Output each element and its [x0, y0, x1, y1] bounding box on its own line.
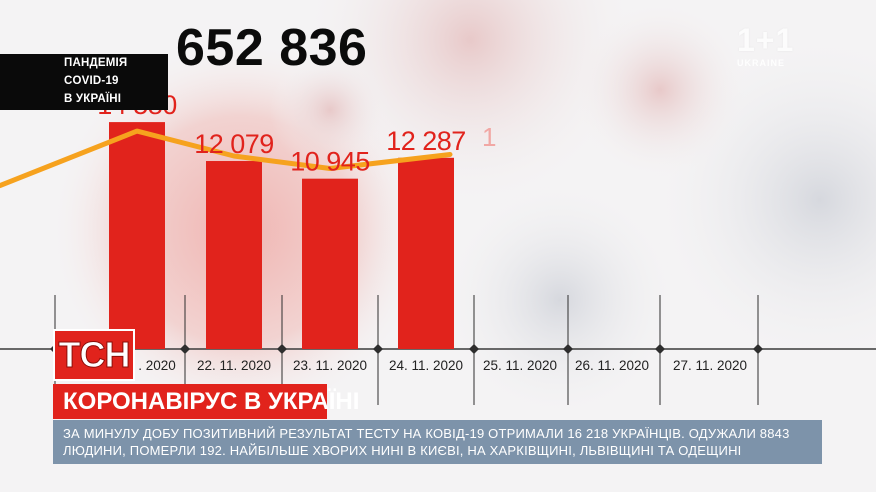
channel-watermark-logo: 1+1 [737, 22, 795, 58]
tsn-logo-text: ТСН [58, 334, 131, 375]
axis-diamond-3 [277, 344, 287, 354]
bar-1 [109, 122, 165, 349]
axis-diamond-5 [469, 344, 479, 354]
bar-2 [206, 161, 262, 349]
pandemic-tag: ПАНДЕМІЯ COVID-19 В УКРАЇНІ [0, 54, 168, 110]
bar-4 [398, 157, 454, 349]
tag-line-1: ПАНДЕМІЯ [64, 57, 128, 69]
tag-line-2: COVID-19 [64, 75, 119, 87]
axis-diamond-4 [373, 344, 383, 354]
tag-line-3: В УКРАЇНІ [64, 93, 122, 105]
ticker-text: ЗА МИНУЛУ ДОБУ ПОЗИТИВНИЙ РЕЗУЛЬТАТ ТЕСТ… [63, 426, 790, 458]
x-tick-label-2: 22. 11. 2020 [197, 358, 271, 373]
axis-diamond-7 [655, 344, 665, 354]
bar-3 [302, 178, 358, 349]
axis-diamond-6 [563, 344, 573, 354]
x-tick-label-5: 25. 11. 2020 [483, 358, 557, 373]
headline-banner: КОРОНАВІРУС В УКРАЇНІ [53, 384, 359, 419]
x-tick-label-3: 23. 11. 2020 [293, 358, 367, 373]
channel-watermark-sub: UKRAINE [737, 58, 786, 68]
total-cases-number: 652 836 [176, 19, 368, 77]
x-tick-label-7: 27. 11. 2020 [673, 358, 747, 373]
value-label-3: 10 945 [290, 147, 370, 177]
headline-text: КОРОНАВІРУС В УКРАЇНІ [63, 388, 360, 415]
partial-value-label: 1 [482, 122, 496, 152]
axis-diamond-8 [753, 344, 763, 354]
tsn-logo: ТСН [53, 329, 135, 381]
x-tick-label-6: 26. 11. 2020 [575, 358, 649, 373]
axis-diamond-2 [180, 344, 190, 354]
value-label-4: 12 287 [386, 126, 466, 156]
x-tick-label-4: 24. 11. 2020 [389, 358, 463, 373]
value-label-2: 12 079 [194, 129, 274, 159]
news-ticker: ЗА МИНУЛУ ДОБУ ПОЗИТИВНИЙ РЕЗУЛЬТАТ ТЕСТ… [53, 420, 822, 464]
x-tick-label-1: . 2020 [138, 358, 176, 373]
trend-line [0, 128, 453, 189]
